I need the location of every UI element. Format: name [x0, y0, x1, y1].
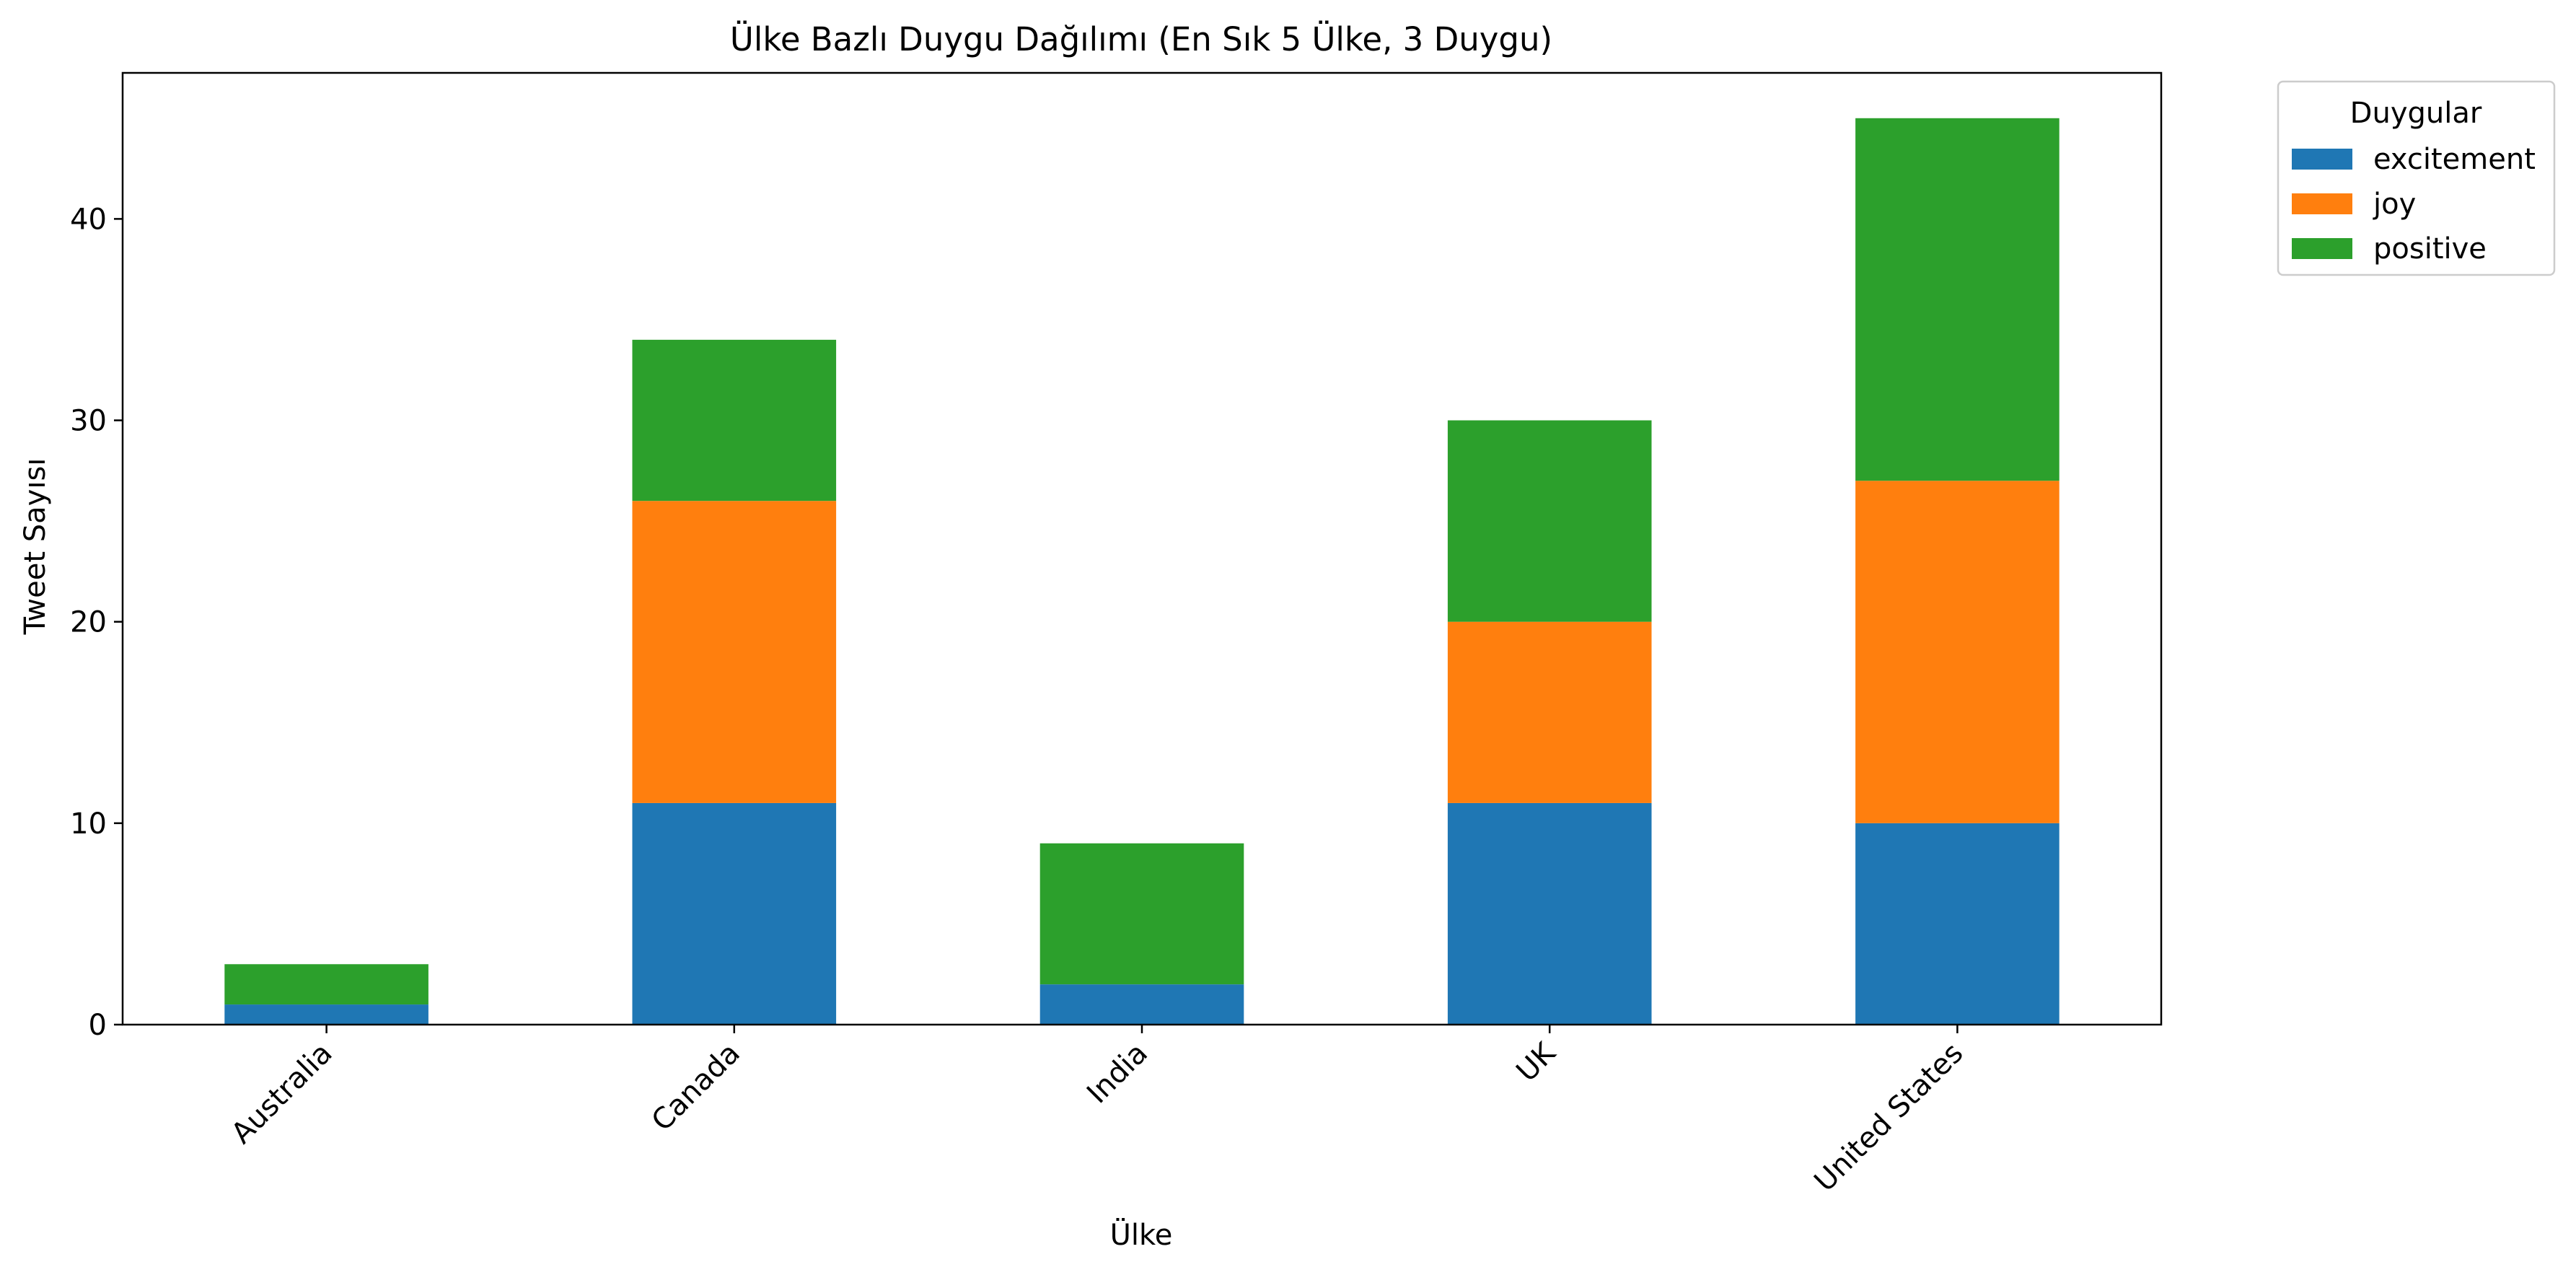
legend-swatch-positive — [2292, 238, 2352, 259]
bar-excitement-canada — [632, 802, 837, 1025]
legend-box — [2277, 80, 2556, 276]
legend-entries: excitement joy positive — [2292, 143, 2536, 266]
legend-label-positive: positive — [2373, 232, 2487, 266]
bar-positive-canada — [632, 339, 837, 501]
y-tick-label: 10 — [70, 807, 107, 841]
y-tick-label: 30 — [70, 405, 107, 438]
legend-swatch-excitement — [2292, 149, 2352, 170]
bar-excitement-uk — [1447, 802, 1652, 1025]
legend-label-joy: joy — [2373, 188, 2416, 221]
plot-frame — [121, 71, 2163, 1026]
bar-excitement-india — [1039, 984, 1244, 1025]
bar-positive-uk — [1447, 420, 1652, 622]
y-axis: 0 10 20 30 40 — [70, 203, 123, 1042]
legend-label-excitement: excitement — [2373, 143, 2536, 176]
bar-excitement-united-states — [1855, 823, 2060, 1025]
y-tick-label: 0 — [89, 1009, 107, 1042]
y-tick-label: 20 — [70, 606, 107, 639]
bar-excitement-australia — [224, 1004, 428, 1025]
chart-title: Ülke Bazlı Duygu Dağılımı (En Sık 5 Ülke… — [730, 20, 1552, 58]
bar-positive-india — [1039, 843, 1244, 985]
legend: Duygular excitement joy positive — [2277, 80, 2556, 276]
x-axis-label: Ülke — [1110, 1217, 1173, 1252]
bar-positive-australia — [224, 964, 428, 1005]
bar-positive-united-states — [1855, 118, 2060, 481]
legend-title: Duygular — [2350, 97, 2482, 130]
y-axis-label: Tweet Sayısı — [19, 458, 52, 636]
legend-swatch-joy — [2292, 193, 2352, 214]
y-tick-label: 40 — [70, 203, 107, 236]
bar-joy-canada — [632, 501, 837, 803]
bar-joy-uk — [1447, 621, 1652, 803]
bars-layer — [224, 118, 2060, 1025]
bar-joy-united-states — [1855, 481, 2060, 823]
